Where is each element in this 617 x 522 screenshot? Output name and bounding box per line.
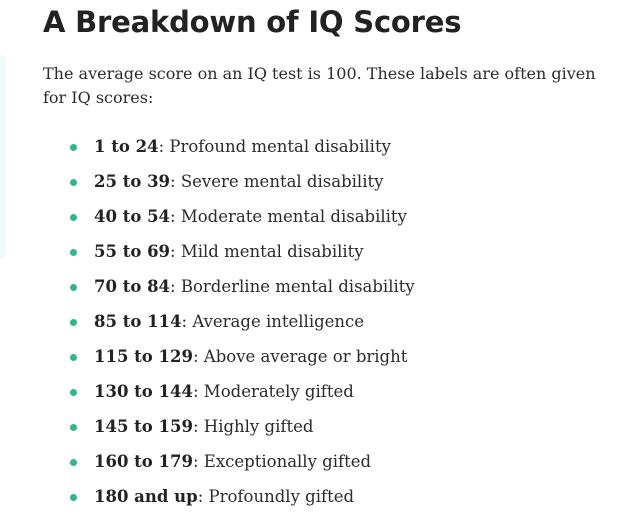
list-item: 160 to 179: Exceptionally gifted bbox=[43, 444, 613, 479]
bullet-icon bbox=[70, 249, 77, 256]
list-item: 55 to 69: Mild mental disability bbox=[43, 234, 613, 269]
bullet-icon bbox=[70, 494, 77, 501]
bullet-icon bbox=[70, 144, 77, 151]
bullet-icon bbox=[70, 319, 77, 326]
score-label: : Severe mental disability bbox=[170, 172, 384, 191]
score-label: : Exceptionally gifted bbox=[193, 452, 372, 471]
bullet-icon bbox=[70, 424, 77, 431]
bullet-icon bbox=[70, 284, 77, 291]
score-label: : Moderate mental disability bbox=[170, 207, 407, 226]
bullet-icon bbox=[70, 354, 77, 361]
score-label: : Mild mental disability bbox=[170, 242, 364, 261]
list-item: 85 to 114: Average intelligence bbox=[43, 304, 613, 339]
score-range: 130 to 144 bbox=[94, 382, 193, 401]
bullet-icon bbox=[70, 214, 77, 221]
list-item: 1 to 24: Profound mental disability bbox=[43, 129, 613, 164]
score-label: : Average intelligence bbox=[181, 312, 365, 331]
list-item: 40 to 54: Moderate mental disability bbox=[43, 199, 613, 234]
list-item: 145 to 159: Highly gifted bbox=[43, 409, 613, 444]
list-item: 130 to 144: Moderately gifted bbox=[43, 374, 613, 409]
score-range: 40 to 54 bbox=[94, 207, 171, 226]
iq-score-list: 1 to 24: Profound mental disability 25 t… bbox=[43, 129, 613, 514]
score-range: 145 to 159 bbox=[94, 417, 193, 436]
score-label: : Moderately gifted bbox=[193, 382, 354, 401]
page-title: A Breakdown of IQ Scores bbox=[43, 5, 462, 39]
score-range: 70 to 84 bbox=[94, 277, 171, 296]
score-label: : Borderline mental disability bbox=[170, 277, 415, 296]
score-range: 55 to 69 bbox=[94, 242, 171, 261]
list-item: 115 to 129: Above average or bright bbox=[43, 339, 613, 374]
score-label: : Profoundly gifted bbox=[197, 487, 355, 506]
score-range: 85 to 114 bbox=[94, 312, 182, 331]
list-item: 70 to 84: Borderline mental disability bbox=[43, 269, 613, 304]
bullet-icon bbox=[70, 389, 77, 396]
score-range: 25 to 39 bbox=[94, 172, 171, 191]
bullet-icon bbox=[70, 459, 77, 466]
score-range: 160 to 179 bbox=[94, 452, 193, 471]
list-item: 25 to 39: Severe mental disability bbox=[43, 164, 613, 199]
score-range: 180 and up bbox=[94, 487, 198, 506]
list-item: 180 and up: Profoundly gifted bbox=[43, 479, 613, 514]
side-accent-bar bbox=[0, 54, 6, 258]
intro-paragraph: The average score on an IQ test is 100. … bbox=[43, 64, 596, 107]
score-label: : Above average or bright bbox=[193, 347, 408, 366]
score-label: : Highly gifted bbox=[193, 417, 314, 436]
bullet-icon bbox=[70, 179, 77, 186]
score-range: 1 to 24 bbox=[94, 137, 159, 156]
score-range: 115 to 129 bbox=[94, 347, 193, 366]
score-label: : Profound mental disability bbox=[158, 137, 391, 156]
article: A Breakdown of IQ Scores The average sco… bbox=[43, 0, 613, 514]
